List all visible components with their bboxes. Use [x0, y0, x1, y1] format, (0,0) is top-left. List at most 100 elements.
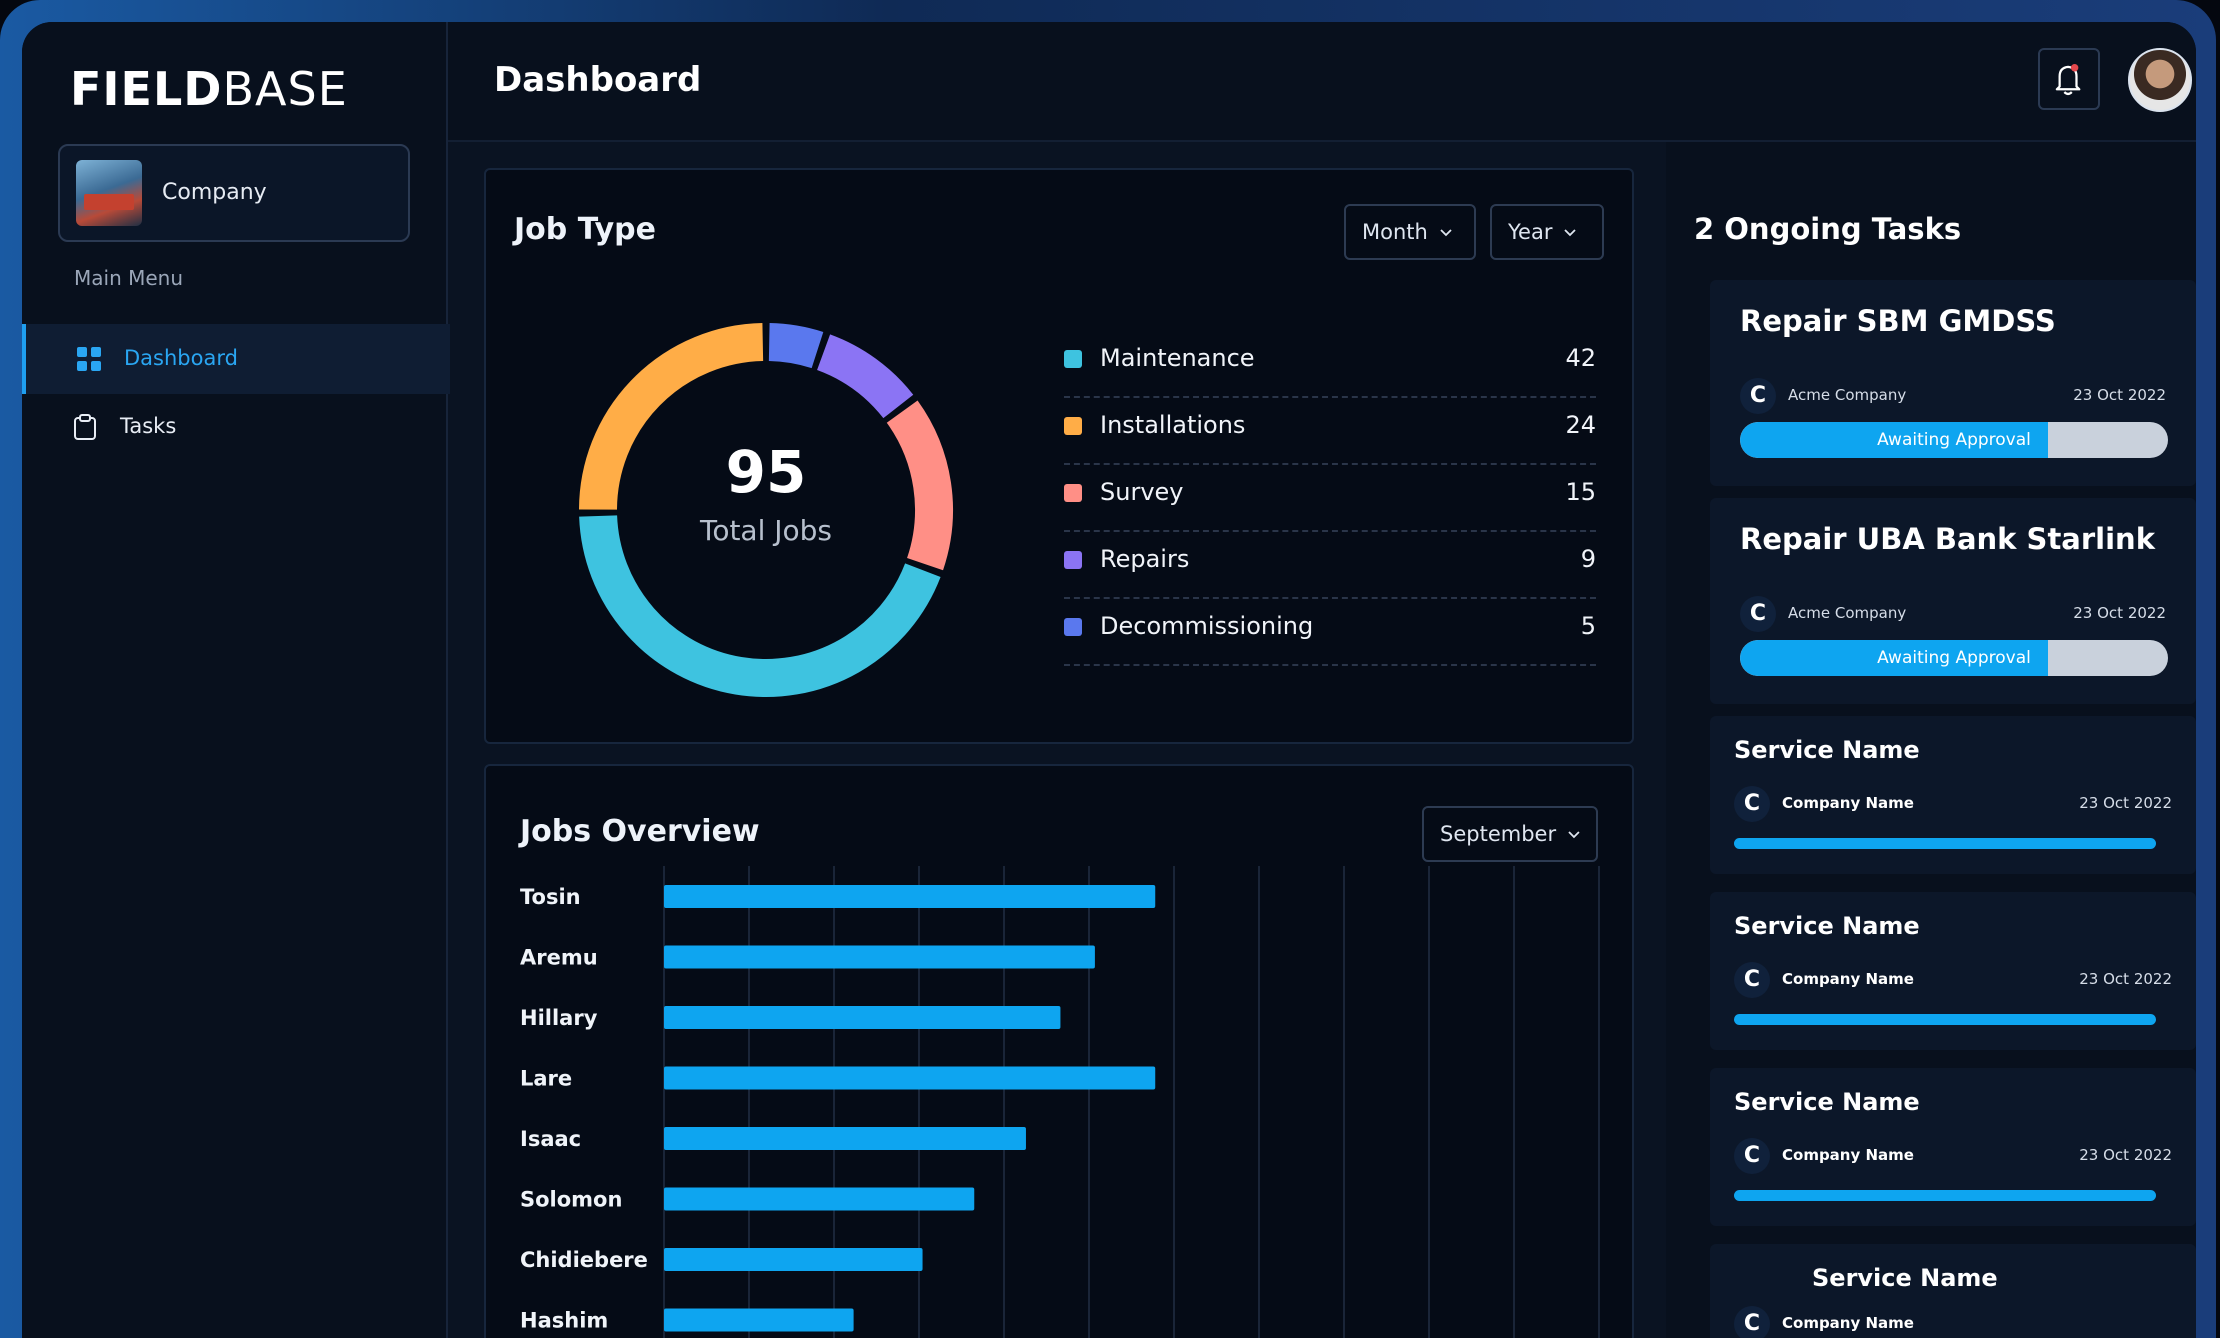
- ongoing-tasks-panel: 2 Ongoing Tasks Repair SBM GMDSS C Acme …: [1666, 142, 2196, 1338]
- task-status: Awaiting Approval: [1877, 648, 2031, 668]
- donut-slice-installations[interactable]: [579, 323, 764, 510]
- bar-aremu[interactable]: [664, 945, 1095, 969]
- company-avatar: C: [1734, 962, 1770, 998]
- chevron-down-icon: [1564, 229, 1577, 237]
- task-name: Repair SBM GMDSS: [1740, 304, 2056, 338]
- task-date: 23 Oct 2022: [2073, 386, 2166, 404]
- bar-hillary[interactable]: [664, 1006, 1061, 1029]
- task-company: Acme Company: [1788, 604, 1907, 622]
- task-card[interactable]: Repair SBM GMDSS C Acme Company 23 Oct 2…: [1710, 280, 2196, 486]
- task-progress-bar: [1734, 1190, 2156, 1201]
- logo-light-text: BASE: [222, 62, 348, 116]
- bar-label: Tosin: [520, 885, 581, 909]
- bar-label: Aremu: [520, 946, 598, 970]
- legend-value: 9: [1580, 545, 1596, 573]
- donut-slice-repairs[interactable]: [816, 334, 914, 419]
- main-menu-heading: Main Menu: [74, 266, 184, 290]
- bar-isaac[interactable]: [664, 1127, 1026, 1150]
- sidebar-item-dashboard[interactable]: Dashboard: [22, 324, 450, 394]
- task-card[interactable]: Service Name C Company Name 23 Oct 2022: [1710, 1068, 2196, 1226]
- bar-tosin[interactable]: [664, 885, 1156, 908]
- legend-value: 5: [1580, 612, 1596, 640]
- legend-value: 24: [1565, 411, 1596, 439]
- company-avatar: C: [1740, 596, 1776, 632]
- year-dropdown[interactable]: Year: [1490, 204, 1604, 260]
- company-image: [76, 160, 142, 226]
- legend-name: Repairs: [1100, 545, 1190, 573]
- company-avatar: C: [1740, 378, 1776, 414]
- donut-center: 95 Total Jobs: [566, 438, 966, 590]
- legend-swatch: [1064, 551, 1082, 569]
- bar-lare[interactable]: [664, 1066, 1156, 1090]
- task-date: 23 Oct 2022: [2079, 970, 2172, 988]
- sidebar-item-tasks[interactable]: Tasks: [22, 392, 446, 462]
- bar-solomon[interactable]: [664, 1187, 975, 1211]
- legend-swatch: [1064, 417, 1082, 435]
- legend-item-installations: Installations 24: [1064, 397, 1596, 465]
- task-company: Company Name: [1782, 970, 1914, 988]
- bar-label: Hashim: [520, 1309, 608, 1333]
- bar-label: Solomon: [520, 1188, 622, 1212]
- chevron-down-icon: [1440, 229, 1452, 237]
- task-status: Awaiting Approval: [1877, 430, 2031, 450]
- bar-chidiebere[interactable]: [664, 1248, 923, 1271]
- sidebar-item-label: Dashboard: [124, 346, 238, 370]
- task-name: Service Name: [1734, 736, 1920, 764]
- legend-name: Installations: [1100, 411, 1246, 439]
- job-type-title: Job Type: [514, 212, 656, 247]
- task-card[interactable]: Repair UBA Bank Starlink C Acme Company …: [1710, 498, 2196, 704]
- jobs-overview-bar-chart: Tosin Aremu Hillary Lare Isaac Solomon Chidieb…: [520, 866, 1600, 1338]
- legend-swatch: [1064, 484, 1082, 502]
- company-switcher[interactable]: Company: [58, 144, 410, 242]
- company-label: Company: [162, 180, 267, 205]
- donut-slice-survey[interactable]: [886, 400, 953, 571]
- task-progress-bar: [1734, 1014, 2156, 1025]
- total-jobs-label: Total Jobs: [699, 514, 833, 547]
- legend-item-survey: Survey 15: [1064, 464, 1596, 532]
- fieldbase-logo[interactable]: FIELDBASE: [70, 62, 348, 116]
- bar-hashim[interactable]: [664, 1308, 854, 1332]
- september-dropdown[interactable]: September: [1422, 806, 1598, 862]
- task-company: Company Name: [1782, 794, 1914, 812]
- donut-slice-decommissioning[interactable]: [768, 323, 824, 369]
- jobs-overview-card: Jobs Overview September Tosin Aremu Hillar…: [484, 764, 1634, 1338]
- task-name: Service Name: [1734, 1088, 1920, 1116]
- legend-value: 15: [1565, 478, 1596, 506]
- september-dropdown-label: September: [1440, 822, 1557, 846]
- task-card[interactable]: Service Name C Company Name 23 Oct 2022: [1710, 716, 2196, 874]
- task-card[interactable]: Service Name C Company Name: [1710, 1244, 2196, 1338]
- jobs-overview-title: Jobs Overview: [520, 814, 760, 849]
- legend-item-repairs: Repairs 9: [1064, 531, 1596, 599]
- donut-slice-maintenance[interactable]: [579, 515, 941, 697]
- chevron-down-icon: [1568, 831, 1580, 839]
- user-avatar[interactable]: [2128, 48, 2192, 112]
- task-date: 23 Oct 2022: [2073, 604, 2166, 622]
- task-card[interactable]: Service Name C Company Name 23 Oct 2022: [1710, 892, 2196, 1050]
- page-title: Dashboard: [494, 60, 702, 100]
- task-progress-bar: Awaiting Approval: [1740, 640, 2168, 676]
- sidebar-item-label: Tasks: [120, 414, 177, 438]
- job-type-donut-chart: [579, 323, 953, 697]
- legend-value: 42: [1565, 344, 1596, 372]
- legend-name: Survey: [1100, 478, 1184, 506]
- task-company: Company Name: [1782, 1314, 1914, 1332]
- company-avatar: C: [1734, 786, 1770, 822]
- bar-label: Hillary: [520, 1006, 598, 1030]
- task-name: Repair UBA Bank Starlink: [1740, 522, 2155, 556]
- job-type-card: Job Type Month Year 95 Total Jobs Mainte…: [484, 168, 1634, 744]
- legend-swatch: [1064, 350, 1082, 368]
- month-dropdown[interactable]: Month: [1344, 204, 1476, 260]
- task-company: Acme Company: [1788, 386, 1907, 404]
- bar-label: Lare: [520, 1067, 572, 1091]
- logo-bold-text: FIELD: [70, 62, 223, 116]
- task-name: Service Name: [1734, 912, 1920, 940]
- company-avatar: C: [1734, 1306, 1770, 1338]
- ongoing-tasks-title: 2 Ongoing Tasks: [1694, 212, 1962, 246]
- sidebar: FIELDBASE Company Main Menu Dashboard Ta…: [22, 22, 450, 1338]
- notifications-button[interactable]: [2038, 48, 2100, 110]
- top-header: Dashboard: [448, 22, 2196, 142]
- task-company: Company Name: [1782, 1146, 1914, 1164]
- bell-icon: [2055, 64, 2081, 96]
- task-date: 23 Oct 2022: [2079, 794, 2172, 812]
- legend-item-decommissioning: Decommissioning 5: [1064, 598, 1596, 666]
